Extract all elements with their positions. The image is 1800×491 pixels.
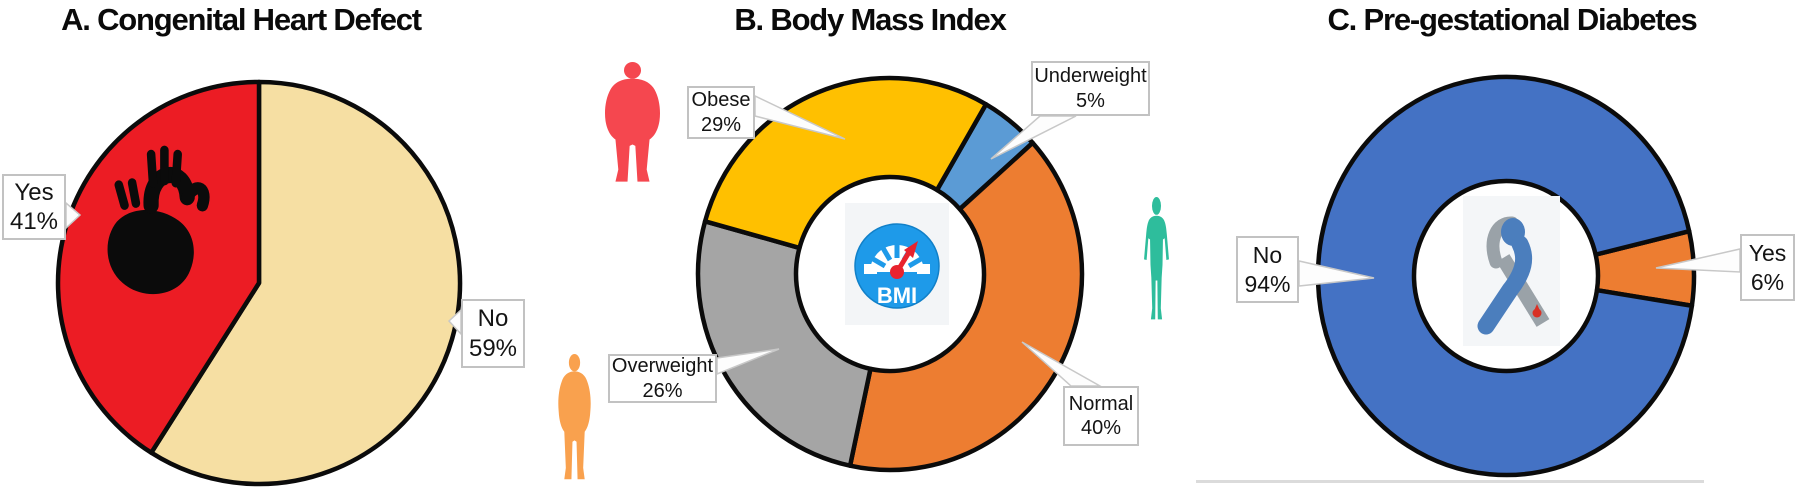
normal-figure — [1144, 196, 1169, 320]
callout-value: 29% — [700, 113, 742, 136]
callout-leader-lines — [65, 94, 1741, 387]
diabetes-ribbon-icon — [1463, 196, 1560, 346]
callout-chd-yes: Yes 41% — [2, 174, 66, 240]
callout-bmi-normal: Normal 40% — [1063, 386, 1139, 446]
obese-figure — [604, 62, 661, 182]
callout-value: 40% — [1080, 417, 1122, 439]
callout-value: 41% — [9, 208, 59, 235]
callout-diabetes-no: No 94% — [1236, 236, 1299, 303]
panel-c-baseline — [1196, 480, 1704, 483]
bmi-icon-label: BMI — [877, 283, 917, 308]
callout-label: Normal — [1068, 392, 1134, 415]
callout-value: 94% — [1244, 270, 1291, 297]
panel-a-title: A. Congenital Heart Defect — [61, 2, 422, 37]
callout-value: 5% — [1076, 89, 1105, 112]
overweight-figure — [558, 354, 591, 480]
callout-bmi-obese: Obese 29% — [687, 86, 755, 139]
callout-value: 6% — [1750, 268, 1785, 295]
callout-chd-no: No 59% — [461, 299, 525, 368]
pie-slices-layer — [55, 74, 1697, 487]
bmi-gauge-icon: BMI — [845, 203, 949, 325]
slice-b-normal — [847, 140, 1085, 473]
panel-c-title: C. Pre-gestational Diabetes — [1327, 2, 1698, 37]
leader-bmi-overweight — [716, 348, 780, 376]
callout-diabetes-yes: Yes 6% — [1740, 234, 1795, 301]
callout-label: No — [1252, 242, 1283, 269]
leader-bmi-obese — [754, 94, 846, 140]
callout-label: Overweight — [611, 355, 714, 378]
leader-diabetes-no — [1298, 260, 1375, 287]
callout-label: Yes — [1748, 240, 1787, 267]
leader-chd-yes — [65, 201, 82, 230]
slice-c-no — [1315, 74, 1695, 478]
callout-label: Obese — [691, 89, 751, 112]
callout-bmi-underweight: Underweight 5% — [1031, 61, 1150, 116]
callout-label: Yes — [14, 178, 54, 206]
callout-value: 59% — [468, 334, 518, 362]
slice-a-no — [149, 79, 463, 487]
callout-label: No — [477, 305, 509, 333]
panel-b-title: B. Body Mass Index — [734, 2, 1006, 37]
anatomical-heart-icon — [107, 145, 210, 295]
callout-label: Underweight — [1034, 65, 1147, 88]
callout-bmi-overweight: Overweight 26% — [608, 354, 717, 403]
leader-bmi-underweight — [990, 115, 1077, 160]
slice-b-overweight — [695, 219, 873, 468]
callout-value: 26% — [642, 379, 683, 402]
